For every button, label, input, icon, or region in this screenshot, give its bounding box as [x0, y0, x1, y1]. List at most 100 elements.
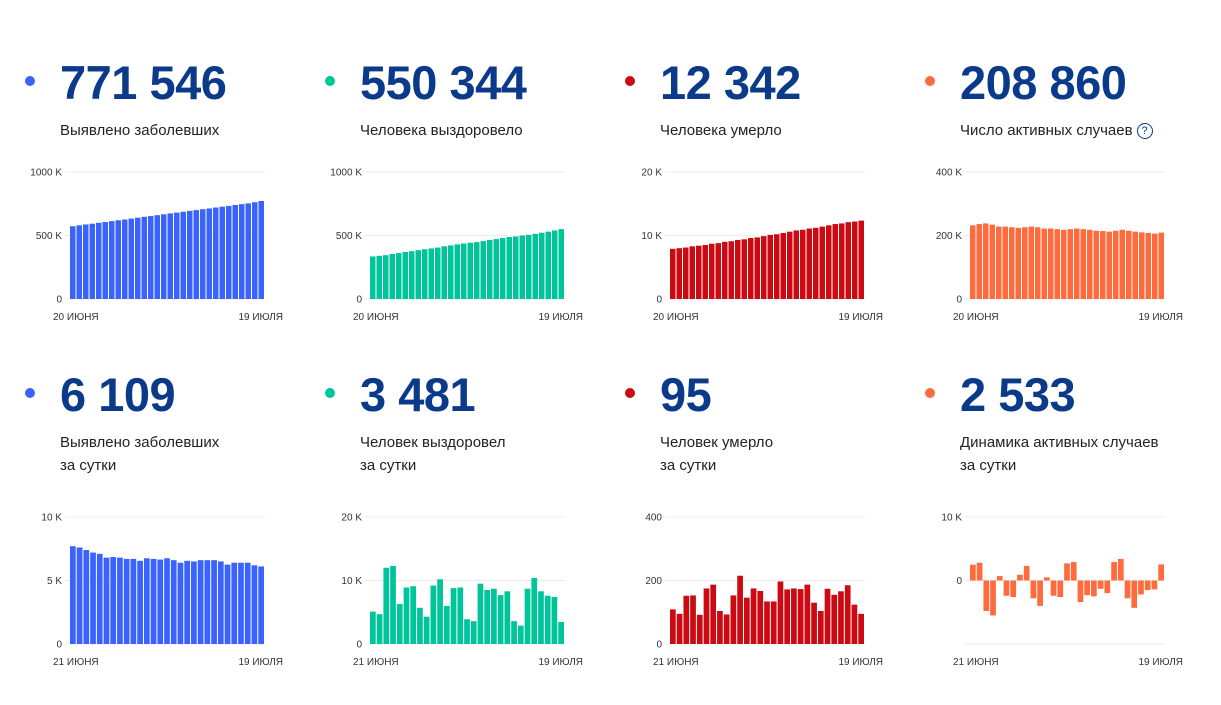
bar — [500, 238, 506, 299]
help-icon[interactable]: ? — [1136, 123, 1153, 139]
bar — [70, 546, 76, 644]
bar — [513, 236, 519, 299]
bar — [213, 207, 219, 299]
bar — [167, 213, 173, 299]
y-tick-label: 200 K — [936, 231, 962, 242]
x-tick-label: 21 ИЮНЯ — [353, 657, 399, 668]
bar — [844, 585, 851, 644]
y-tick-label: 1000 K — [330, 168, 362, 179]
y-tick-label: 10 K — [341, 576, 362, 587]
stat-label: Выявлено заболевших — [60, 119, 219, 142]
bar — [793, 230, 799, 299]
bar — [683, 247, 689, 299]
bar — [383, 567, 390, 644]
legend-dot-icon — [25, 76, 35, 86]
stat-value: 208 860 — [960, 56, 1127, 109]
bar — [226, 205, 232, 299]
stat-panel-cases: 771 546 Выявлено заболевших 1000 K 500 K 0 20… — [25, 50, 325, 370]
bar — [428, 248, 434, 299]
bar — [1158, 232, 1164, 299]
bar — [817, 610, 824, 644]
chart-cases: 1000 K 500 K 0 20 ИЮНЯ 19 ИЮЛЯ — [30, 168, 283, 324]
bar — [1145, 232, 1151, 299]
bar — [493, 239, 499, 299]
bar — [715, 243, 721, 299]
bar — [832, 224, 838, 299]
bar — [497, 595, 504, 644]
bar — [1074, 228, 1080, 299]
bar — [764, 601, 770, 644]
stat-label-line: Выявлено заболевших — [60, 122, 220, 139]
y-tick-label: 0 — [356, 640, 362, 651]
bar — [696, 245, 702, 299]
bar — [238, 562, 244, 644]
bar — [370, 256, 376, 299]
stat-label: Человек умерло за сутки — [660, 431, 773, 477]
x-tick-label: 20 ИЮНЯ — [653, 312, 699, 323]
x-tick-label: 19 ИЮЛЯ — [1138, 657, 1183, 668]
bar — [115, 220, 121, 299]
bar — [741, 239, 747, 299]
bar — [1043, 577, 1050, 581]
stat-value: 12 342 — [660, 56, 801, 109]
y-tick-label: 0 — [956, 576, 962, 587]
bar — [464, 619, 470, 644]
bar — [410, 586, 417, 644]
bar — [544, 595, 551, 644]
y-tick-label: 0 — [56, 295, 62, 306]
bar — [193, 210, 199, 299]
chart-active: 400 K 200 K 0 20 ИЮНЯ 19 ИЮЛЯ — [936, 168, 1183, 324]
bar — [770, 601, 777, 644]
bar — [154, 215, 160, 299]
bar — [441, 246, 447, 299]
bar — [437, 579, 443, 644]
bar — [813, 227, 819, 299]
bar — [754, 237, 760, 299]
bar — [723, 614, 730, 644]
bar — [83, 550, 90, 644]
bar — [989, 224, 995, 299]
x-tick-label: 21 ИЮНЯ — [53, 657, 99, 668]
stat-label-line: за сутки — [960, 457, 1017, 474]
bar — [774, 234, 780, 299]
bar — [1048, 228, 1054, 299]
bar — [1023, 565, 1030, 581]
bar — [819, 226, 825, 299]
bar — [184, 560, 191, 644]
bar — [1151, 580, 1158, 590]
bar — [1067, 229, 1073, 299]
bar — [676, 248, 682, 299]
bar — [851, 604, 858, 644]
bar — [477, 583, 484, 644]
chart-deaths: 20 K 10 K 0 20 ИЮНЯ 19 ИЮЛЯ — [641, 168, 883, 324]
chart-cases_daily: 10 K 5 K 0 21 ИЮНЯ 19 ИЮЛЯ — [41, 513, 283, 669]
bar — [191, 561, 197, 644]
bar — [1093, 230, 1099, 299]
bar — [996, 576, 1003, 581]
bar — [709, 243, 715, 299]
bar — [551, 597, 558, 644]
bar — [519, 235, 525, 299]
bar — [389, 253, 395, 299]
x-tick-label: 19 ИЮЛЯ — [238, 657, 283, 668]
bar — [480, 241, 486, 299]
bar — [417, 607, 423, 644]
bar — [390, 565, 396, 644]
bar — [1017, 574, 1023, 581]
y-tick-label: 500 K — [36, 231, 62, 242]
x-tick-label: 20 ИЮНЯ — [353, 312, 399, 323]
bar — [1009, 227, 1015, 299]
bar — [539, 232, 545, 299]
bar — [689, 246, 695, 299]
bar — [748, 238, 754, 299]
bar — [403, 587, 410, 644]
bar — [845, 222, 851, 299]
bar — [83, 224, 89, 299]
bar — [415, 250, 421, 299]
stat-value: 6 109 — [60, 368, 176, 421]
bar — [180, 211, 186, 299]
bar — [376, 614, 383, 644]
bar — [717, 610, 723, 644]
bar — [976, 562, 983, 581]
legend-dot-icon — [325, 388, 335, 398]
